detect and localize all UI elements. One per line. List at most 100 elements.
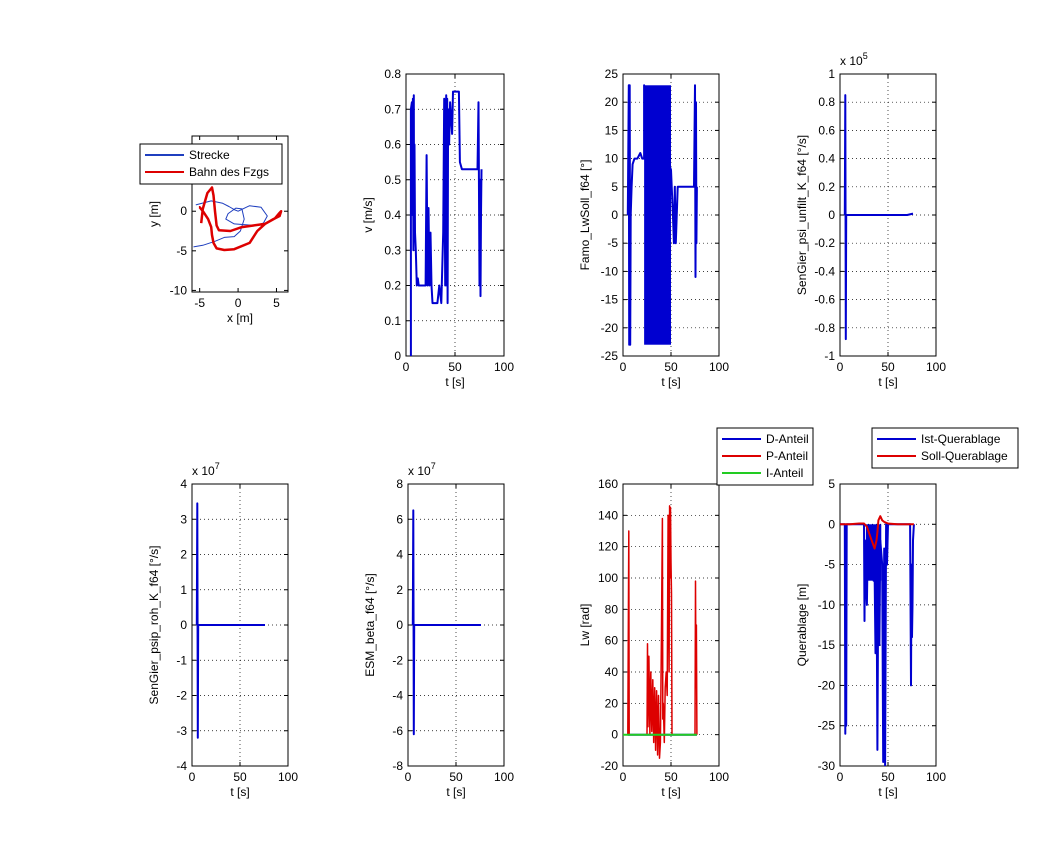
y-tick-label: 0 (828, 208, 835, 222)
y-tick-label: 4 (396, 548, 403, 562)
y-tick-label: 0 (180, 204, 187, 218)
y-tick-label: -0.4 (814, 264, 835, 278)
y-tick-label: -8 (392, 759, 403, 773)
x-tick-label: 50 (664, 770, 678, 784)
chart-beta: 0 50 100 -8 -6 -4 -2 0 2 4 6 8 t [s] ESM_beta_f64 [°/… (363, 461, 514, 799)
y-tick-label: 0.8 (818, 95, 835, 109)
plot-area (626, 84, 698, 346)
y-tick-label: 5 (611, 180, 618, 194)
y-tick-label: -15 (601, 293, 619, 307)
y-tick-label: 20 (605, 696, 619, 710)
y-tick-label: 80 (605, 602, 619, 616)
legend-label: Strecke (189, 148, 230, 162)
y-tick-label: 4 (180, 477, 187, 491)
x-tick-label: 100 (926, 770, 946, 784)
series-line (198, 186, 283, 252)
y-tick-label: 5 (828, 477, 835, 491)
y-tick-label: 140 (598, 508, 618, 522)
plot-area (193, 186, 283, 252)
plot-area (840, 515, 915, 766)
legend-label: P-Anteil (766, 449, 808, 463)
x-tick-label: 50 (881, 770, 895, 784)
ticks: 0 50 100 0 0.1 0.2 0.3 0.4 0.5 0.6 0.7 0.8 (384, 67, 514, 374)
y-tick-label: -25 (818, 719, 836, 733)
x-tick-label: 50 (664, 360, 678, 374)
x-tick-label: -5 (194, 296, 205, 310)
y-tick-label: 2 (180, 548, 187, 562)
chart-steering: 0 50 100 -25 -20 -15 -10 -5 0 5 10 15 20 25 t [s] Famo_… (578, 67, 729, 389)
oscillation-band (644, 85, 671, 345)
y-tick-label: -30 (818, 759, 836, 773)
x-axis-label: t [s] (446, 785, 465, 799)
x-axis-label: t [s] (661, 375, 680, 389)
plot-area (409, 90, 483, 356)
y-tick-label: 120 (598, 540, 618, 554)
y-exponent-label: x 107 (192, 461, 220, 478)
y-tick-label: 100 (598, 571, 618, 585)
ticks: -5 0 5 -10 -5 0 (170, 136, 288, 310)
y-tick-label: 6 (396, 512, 403, 526)
plot-area (843, 94, 914, 341)
y-axis-label: SenGier_psip_roh_K_f64 [°/s] (147, 546, 161, 705)
y-tick-label: -2 (176, 689, 187, 703)
y-tick-label: 0.4 (384, 208, 401, 222)
y-tick-label: -1 (176, 653, 187, 667)
chart-querablage: 0 50 100 -30 -25 -20 -15 -10 -5 0 5 t [s] Querablage… (795, 427, 1019, 799)
ticks: 0 50 100 -30 -25 -20 -15 -10 -5 0 5 (818, 477, 947, 784)
x-axis-label: t [s] (445, 375, 464, 389)
series-line (195, 502, 265, 739)
x-tick-label: 0 (837, 360, 844, 374)
y-tick-label: -10 (601, 264, 619, 278)
y-tick-label: 20 (605, 95, 619, 109)
x-tick-label: 100 (926, 360, 946, 374)
chart-yaw: 0 50 100 -1 -0.8 -0.6 -0.4 -0.2 0 0.2 0.4 0.6 0.8 1 t … (795, 51, 946, 389)
y-axis-label: v [m/s] (361, 197, 375, 232)
y-tick-label: 3 (180, 512, 187, 526)
legend-label: D-Anteil (766, 432, 809, 446)
y-tick-label: 0.6 (384, 138, 401, 152)
y-tick-label: 0 (394, 349, 401, 363)
y-tick-label: -25 (601, 349, 619, 363)
y-tick-label: -20 (601, 759, 619, 773)
y-tick-label: 0.8 (384, 67, 401, 81)
exponent-power: 5 (863, 51, 868, 61)
plot-area (623, 505, 698, 759)
x-tick-label: 50 (449, 770, 463, 784)
y-tick-label: 40 (605, 665, 619, 679)
legend: Strecke Bahn des Fzgs (139, 143, 283, 185)
legend-box (871, 427, 1019, 469)
y-tick-label: -4 (176, 759, 187, 773)
y-exponent-label: x 107 (408, 461, 436, 478)
x-tick-label: 50 (233, 770, 247, 784)
legend-label: I-Anteil (766, 466, 803, 480)
y-tick-label: 1 (828, 67, 835, 81)
y-tick-label: -15 (818, 638, 836, 652)
y-tick-label: 0.4 (818, 152, 835, 166)
plot-area (195, 502, 265, 739)
x-axis-label: t [s] (661, 785, 680, 799)
y-tick-label: 0 (611, 728, 618, 742)
x-tick-label: 100 (709, 360, 729, 374)
series-line (193, 200, 268, 248)
y-tick-label: -3 (176, 724, 187, 738)
exponent-base: x 10 (840, 54, 863, 68)
ticks: 0 50 100 -8 -6 -4 -2 0 2 4 6 8 (392, 477, 514, 784)
x-tick-label: 50 (881, 360, 895, 374)
y-tick-label: 0 (180, 618, 187, 632)
x-axis-label: t [s] (878, 375, 897, 389)
y-axis-label: SenGier_psi_unfilt_K_f64 [°/s] (795, 135, 809, 295)
y-tick-label: 0.3 (384, 243, 401, 257)
y-tick-label: -5 (176, 244, 187, 258)
y-tick-label: -2 (392, 653, 403, 667)
x-axis-label: t [s] (230, 785, 249, 799)
y-axis-label: y [m] (147, 201, 161, 227)
y-tick-label: -0.2 (814, 236, 835, 250)
x-tick-label: 0 (235, 296, 242, 310)
x-tick-label: 0 (403, 360, 410, 374)
y-tick-label: -4 (392, 689, 403, 703)
series-line (411, 509, 481, 736)
y-tick-label: -10 (170, 283, 188, 297)
y-tick-label: 1 (180, 583, 187, 597)
x-tick-label: 100 (278, 770, 298, 784)
